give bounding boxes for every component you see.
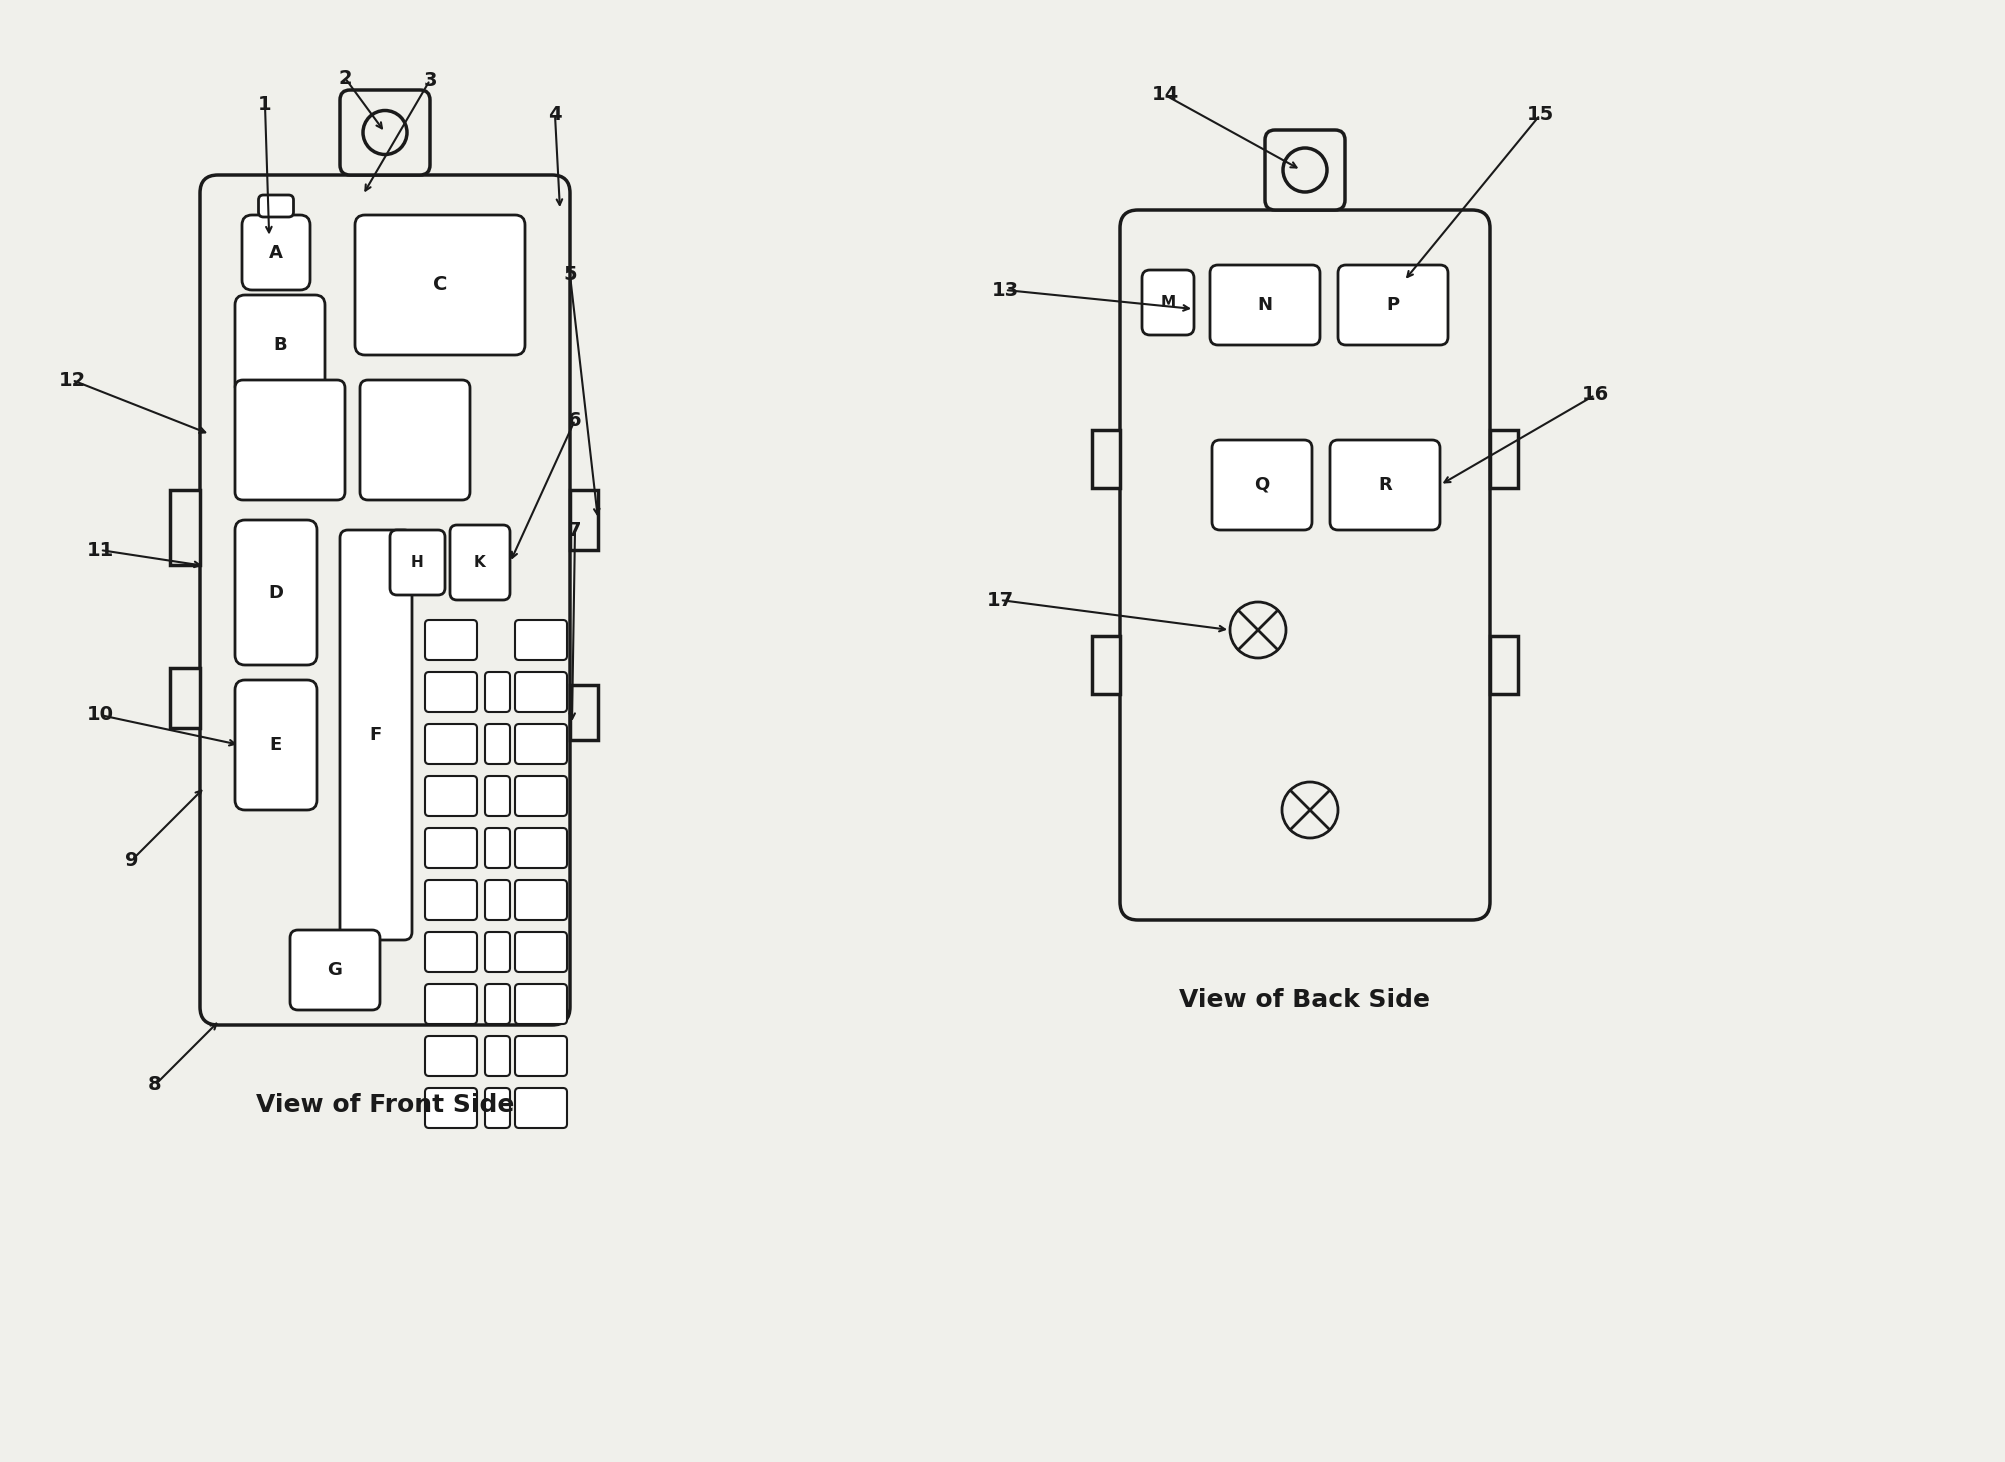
Text: A: A [269, 244, 283, 262]
Text: K: K [473, 556, 485, 570]
Text: 15: 15 [1526, 105, 1552, 124]
Text: H: H [411, 556, 423, 570]
FancyBboxPatch shape [449, 525, 509, 599]
Text: 2: 2 [339, 69, 351, 88]
Text: 7: 7 [567, 520, 581, 539]
FancyBboxPatch shape [1141, 270, 1193, 335]
FancyBboxPatch shape [425, 776, 477, 816]
FancyBboxPatch shape [485, 1088, 509, 1129]
Bar [1091, 636, 1119, 694]
FancyBboxPatch shape [1119, 211, 1490, 920]
FancyBboxPatch shape [1211, 440, 1311, 531]
Text: R: R [1377, 477, 1391, 494]
FancyBboxPatch shape [425, 984, 477, 1023]
FancyBboxPatch shape [425, 931, 477, 972]
FancyBboxPatch shape [339, 91, 429, 175]
Bar [1490, 430, 1518, 488]
FancyBboxPatch shape [515, 673, 567, 712]
Text: 11: 11 [86, 541, 114, 560]
FancyBboxPatch shape [235, 295, 325, 395]
FancyBboxPatch shape [515, 880, 567, 920]
FancyBboxPatch shape [515, 1088, 567, 1129]
FancyBboxPatch shape [425, 1088, 477, 1129]
Bar [569, 490, 597, 550]
FancyBboxPatch shape [355, 215, 525, 355]
FancyBboxPatch shape [1265, 130, 1343, 211]
Text: 3: 3 [423, 70, 437, 89]
Text: P: P [1385, 295, 1399, 314]
FancyBboxPatch shape [425, 673, 477, 712]
Text: B: B [273, 336, 287, 354]
Text: 6: 6 [567, 411, 581, 430]
Text: 5: 5 [563, 266, 577, 285]
Bar [170, 668, 200, 728]
FancyBboxPatch shape [425, 620, 477, 659]
FancyBboxPatch shape [515, 827, 567, 868]
Text: G: G [327, 961, 343, 980]
FancyBboxPatch shape [235, 520, 317, 665]
FancyBboxPatch shape [200, 175, 569, 1025]
Text: 8: 8 [148, 1076, 162, 1095]
Text: F: F [369, 727, 381, 744]
Text: View of Front Side: View of Front Side [257, 1094, 513, 1117]
FancyBboxPatch shape [485, 984, 509, 1023]
FancyBboxPatch shape [425, 827, 477, 868]
FancyBboxPatch shape [259, 194, 293, 216]
FancyBboxPatch shape [485, 1037, 509, 1076]
Text: 13: 13 [990, 281, 1019, 300]
FancyBboxPatch shape [389, 531, 445, 595]
FancyBboxPatch shape [485, 673, 509, 712]
FancyBboxPatch shape [1209, 265, 1319, 345]
Text: C: C [433, 275, 447, 294]
FancyBboxPatch shape [235, 680, 317, 810]
FancyBboxPatch shape [485, 724, 509, 765]
FancyBboxPatch shape [515, 620, 567, 659]
FancyBboxPatch shape [515, 724, 567, 765]
Bar [170, 490, 200, 564]
FancyBboxPatch shape [515, 776, 567, 816]
Text: 9: 9 [124, 851, 138, 870]
FancyBboxPatch shape [425, 880, 477, 920]
FancyBboxPatch shape [339, 531, 411, 940]
FancyBboxPatch shape [515, 1037, 567, 1076]
FancyBboxPatch shape [243, 215, 311, 289]
Text: 10: 10 [86, 706, 114, 725]
Text: 1: 1 [259, 95, 271, 114]
Text: View of Back Side: View of Back Side [1179, 988, 1430, 1012]
FancyBboxPatch shape [235, 380, 345, 500]
Text: N: N [1257, 295, 1271, 314]
FancyBboxPatch shape [1329, 440, 1440, 531]
FancyBboxPatch shape [485, 827, 509, 868]
Text: M: M [1159, 295, 1175, 310]
Text: 14: 14 [1151, 85, 1179, 104]
Text: 16: 16 [1580, 386, 1608, 405]
Text: E: E [271, 735, 283, 754]
Text: 4: 4 [547, 105, 561, 124]
Text: 17: 17 [986, 591, 1013, 610]
Text: 12: 12 [58, 370, 86, 389]
FancyBboxPatch shape [359, 380, 469, 500]
FancyBboxPatch shape [425, 724, 477, 765]
Text: D: D [269, 583, 283, 601]
FancyBboxPatch shape [515, 931, 567, 972]
Bar [1490, 636, 1518, 694]
Bar [1091, 430, 1119, 488]
FancyBboxPatch shape [485, 931, 509, 972]
FancyBboxPatch shape [485, 776, 509, 816]
FancyBboxPatch shape [515, 984, 567, 1023]
FancyBboxPatch shape [1337, 265, 1448, 345]
FancyBboxPatch shape [291, 930, 379, 1010]
FancyBboxPatch shape [425, 1037, 477, 1076]
Text: Q: Q [1253, 477, 1269, 494]
Bar [569, 686, 597, 740]
FancyBboxPatch shape [485, 880, 509, 920]
